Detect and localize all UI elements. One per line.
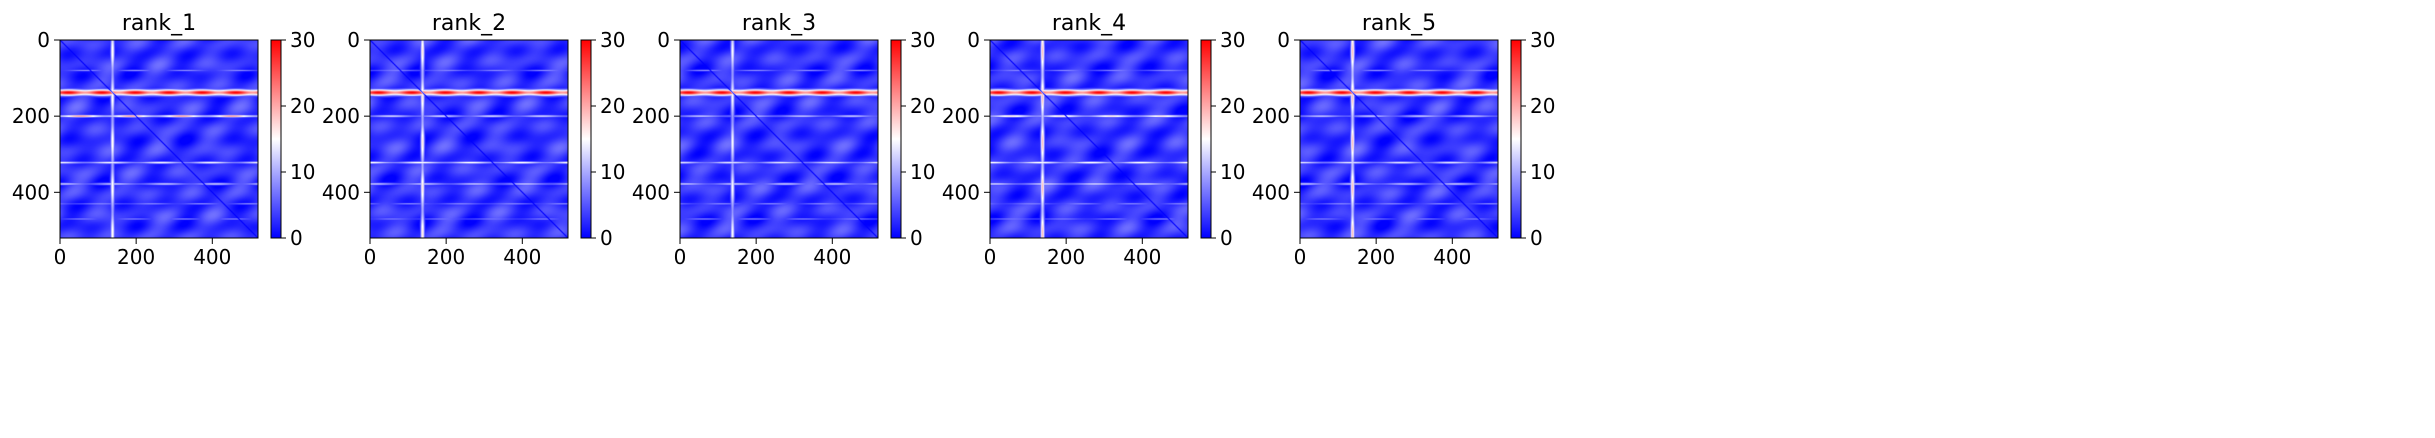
- x-tick-label: 200: [1047, 245, 1085, 269]
- y-tick-label: 400: [632, 180, 670, 204]
- heatmap-panel-4: rank_4 0 200 400 0 200 400 0 10 20 30: [942, 11, 1246, 269]
- x-tick-label: 400: [1123, 245, 1161, 269]
- colorbar-tick-label: 0: [910, 226, 923, 250]
- colorbar-tick-label: 10: [1530, 160, 1555, 184]
- chart-title: rank_1: [122, 11, 196, 36]
- y-tick-label: 0: [657, 28, 670, 52]
- y-tick-label: 0: [1277, 28, 1290, 52]
- y-tick-label: 400: [322, 180, 360, 204]
- x-tick-label: 400: [193, 245, 231, 269]
- colorbar-tick-label: 30: [290, 28, 315, 52]
- heatmap-image: [1300, 40, 1498, 238]
- colorbar: [1510, 39, 1522, 239]
- colorbar-tick-label: 30: [1220, 28, 1245, 52]
- colorbar-tick-label: 10: [290, 160, 315, 184]
- plot-frame: [369, 39, 569, 239]
- y-tick-label: 200: [322, 104, 360, 128]
- y-tick-label: 400: [12, 180, 50, 204]
- colorbar-tick-label: 20: [1220, 94, 1245, 118]
- x-tick-label: 0: [54, 245, 67, 269]
- colorbar-tick-label: 30: [910, 28, 935, 52]
- x-tick-label: 200: [737, 245, 775, 269]
- heatmap-image: [680, 40, 878, 238]
- x-tick-label: 0: [1294, 245, 1307, 269]
- colorbar-tick-label: 10: [1220, 160, 1245, 184]
- plot-frame: [59, 39, 259, 239]
- heatmap-image: [60, 40, 258, 238]
- x-tick-label: 200: [1357, 245, 1395, 269]
- x-tick-label: 400: [503, 245, 541, 269]
- colorbar-tick-label: 20: [290, 94, 315, 118]
- colorbar-tick-label: 10: [600, 160, 625, 184]
- x-tick-label: 0: [674, 245, 687, 269]
- heatmap-panel-3: rank_3 0 200 400 0 200 400 0 10 20 30: [632, 11, 936, 269]
- colorbar-tick-label: 20: [910, 94, 935, 118]
- plot-frame: [1299, 39, 1499, 239]
- colorbar-tick-label: 0: [600, 226, 613, 250]
- colorbar-tick-label: 30: [600, 28, 625, 52]
- colorbar-tick-label: 20: [600, 94, 625, 118]
- chart-title: rank_5: [1362, 11, 1436, 36]
- colorbar: [270, 39, 282, 239]
- colorbar-tick-label: 0: [1220, 226, 1233, 250]
- y-tick-label: 200: [632, 104, 670, 128]
- x-tick-label: 400: [1433, 245, 1471, 269]
- x-tick-label: 400: [813, 245, 851, 269]
- y-tick-label: 200: [12, 104, 50, 128]
- x-tick-label: 0: [364, 245, 377, 269]
- colorbar-tick-label: 30: [1530, 28, 1555, 52]
- heatmap-panel-2: rank_2 0 200 400 0 200 400 0 10 20 30: [322, 11, 626, 269]
- y-tick-label: 400: [1252, 180, 1290, 204]
- heatmap-panel-1: rank_1 0 200 400 0 200 400 0 10 20 30: [12, 11, 316, 269]
- colorbar-tick-label: 0: [1530, 226, 1543, 250]
- heatmap-image: [990, 40, 1188, 238]
- colorbar: [890, 39, 902, 239]
- heatmap-panel-5: rank_5 0 200 400 0 200 400 0 10 20 30: [1252, 11, 1556, 269]
- plot-frame: [989, 39, 1189, 239]
- chart-title: rank_4: [1052, 11, 1126, 36]
- colorbar: [1200, 39, 1212, 239]
- y-tick-label: 0: [347, 28, 360, 52]
- y-tick-label: 0: [37, 28, 50, 52]
- colorbar-tick-label: 20: [1530, 94, 1555, 118]
- y-tick-label: 200: [942, 104, 980, 128]
- y-tick-label: 0: [967, 28, 980, 52]
- chart-title: rank_2: [432, 11, 506, 36]
- x-tick-label: 0: [984, 245, 997, 269]
- y-tick-label: 200: [1252, 104, 1290, 128]
- x-tick-label: 200: [117, 245, 155, 269]
- x-tick-label: 200: [427, 245, 465, 269]
- colorbar: [580, 39, 592, 239]
- heatmap-image: [370, 40, 568, 238]
- chart-title: rank_3: [742, 11, 816, 36]
- plot-frame: [679, 39, 879, 239]
- y-tick-label: 400: [942, 180, 980, 204]
- colorbar-tick-label: 10: [910, 160, 935, 184]
- colorbar-tick-label: 0: [290, 226, 303, 250]
